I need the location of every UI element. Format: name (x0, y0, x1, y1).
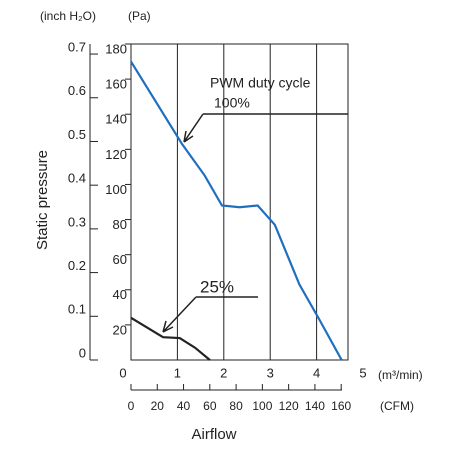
x-tick-label: 3 (267, 365, 274, 380)
x2-tick-label: 20 (151, 399, 165, 413)
x2-tick-label: 140 (305, 399, 325, 413)
y-tick-label: 140 (105, 112, 127, 127)
x-axis-label: Airflow (191, 426, 236, 443)
x2-tick-label: 40 (177, 399, 191, 413)
annotation: PWM duty cycle (210, 75, 311, 91)
x-tick-label: 4 (313, 365, 320, 380)
y2-tick-label: 0.3 (68, 214, 86, 229)
x2-tick-label: 80 (229, 399, 243, 413)
series-label: 25% (200, 277, 234, 296)
leader-100 (183, 113, 348, 143)
series-line (130, 60, 343, 361)
y-unit: (Pa) (128, 9, 151, 23)
y2-tick-label: 0.5 (68, 127, 86, 142)
y-tick-label: 40 (113, 287, 127, 302)
y2-tick-label: 0.2 (68, 258, 86, 273)
x-tick-label: 2 (220, 365, 227, 380)
y2-tick-label: 0 (79, 345, 86, 360)
plot-frame (130, 43, 349, 361)
y-tick-label: 120 (105, 147, 127, 162)
y-tick-label: 180 (105, 41, 127, 56)
x2-tick-label: 160 (331, 399, 351, 413)
x-tick-label: 0 (119, 365, 126, 380)
series-line (130, 316, 211, 361)
x2-tick-label: 120 (279, 399, 299, 413)
leader-25 (162, 296, 258, 333)
x2-unit: (CFM) (380, 399, 414, 413)
series-label: 100% (214, 95, 250, 111)
y-axis-label: Static pressure (34, 150, 51, 250)
x-unit: (m³/min) (378, 368, 423, 382)
x2-tick-label: 0 (128, 399, 135, 413)
y-tick-label: 20 (113, 322, 127, 337)
x-tick-label: 1 (174, 365, 181, 380)
y-tick-label: 100 (105, 182, 127, 197)
y2-tick-label: 0.4 (68, 171, 86, 186)
y2-tick-label: 0.7 (68, 39, 86, 54)
x-tick-label: 5 (359, 365, 366, 380)
x2-tick-label: 100 (252, 399, 272, 413)
y-tick-label: 80 (113, 217, 127, 232)
y2-tick-label: 0.1 (68, 302, 86, 317)
x2-tick-label: 60 (203, 399, 217, 413)
y2-unit: (inch H₂O) (40, 9, 96, 23)
y2-tick-label: 0.6 (68, 83, 86, 98)
y-tick-label: 160 (105, 77, 127, 92)
y-tick-label: 60 (113, 252, 127, 267)
